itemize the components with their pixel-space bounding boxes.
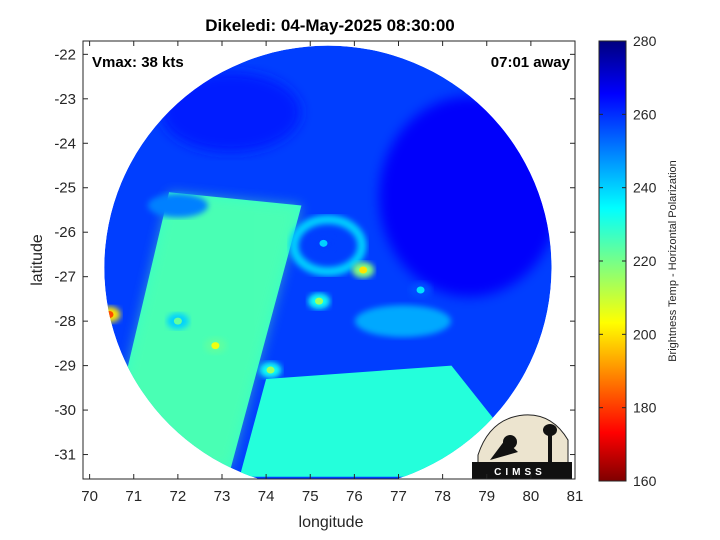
colorbar-tick-label: 200 xyxy=(633,326,657,342)
colorbar-tick-label: 160 xyxy=(633,473,657,489)
x-axis-label: longitude xyxy=(299,514,364,531)
hotspot-core xyxy=(211,342,220,350)
vmax-label: Vmax: 38 kts xyxy=(92,54,184,71)
x-tick-label: 73 xyxy=(214,488,231,505)
colorbar-tick-label: 280 xyxy=(633,33,657,49)
y-tick-label: -27 xyxy=(54,269,76,286)
plot-area xyxy=(83,41,575,479)
cimss-logo: CIMSS xyxy=(472,414,572,480)
y-tick-label: -31 xyxy=(54,447,76,464)
x-tick-label: 81 xyxy=(567,488,584,505)
colorbar-tick-label: 180 xyxy=(633,400,657,416)
colorbar-tick-label: 220 xyxy=(633,253,657,269)
plot-frame xyxy=(82,40,576,480)
hotspot-core xyxy=(416,286,425,294)
x-tick-label: 77 xyxy=(390,488,407,505)
colorbar-label: Brightness Temp - Horizontal Polarizatio… xyxy=(667,160,679,362)
y-tick-label: -23 xyxy=(54,91,76,108)
colorbar-tick-label: 260 xyxy=(633,106,657,122)
chart-title: Dikeledi: 04-May-2025 08:30:00 xyxy=(205,16,454,35)
x-tick-label: 74 xyxy=(258,488,275,505)
y-tick-label: -22 xyxy=(54,46,76,63)
y-tick-label: -24 xyxy=(54,135,76,152)
y-axis-label: latitude xyxy=(29,234,46,286)
colorbar-tick-label: 240 xyxy=(633,180,657,196)
hotspot-core xyxy=(319,239,328,247)
colorbar-ramp xyxy=(598,40,627,482)
x-tick-label: 72 xyxy=(170,488,187,505)
time-away-label: 07:01 away xyxy=(491,54,571,71)
y-tick-label: -30 xyxy=(54,402,76,419)
x-tick-label: 75 xyxy=(302,488,319,505)
x-tick-label: 78 xyxy=(434,488,451,505)
swath-image xyxy=(104,45,552,479)
x-tick-label: 70 xyxy=(81,488,98,505)
y-tick-label: -26 xyxy=(54,224,76,241)
colorbar-ticks: 160 180 200 220 240 260 280 xyxy=(599,33,657,489)
x-tick-label: 79 xyxy=(478,488,495,505)
hotspot-core xyxy=(266,366,275,374)
x-tick-label: 76 xyxy=(346,488,363,505)
hotspot-core xyxy=(173,317,182,325)
x-axis-ticks: 70 71 72 73 74 75 76 77 78 79 80 81 xyxy=(81,41,583,505)
logo-text: CIMSS xyxy=(494,467,546,478)
hotspot-core xyxy=(359,266,368,274)
y-axis-ticks: -22 -23 -24 -25 -26 -27 -28 -29 -30 -31 xyxy=(54,46,575,464)
y-tick-label: -29 xyxy=(54,358,76,375)
colorbar: 160 180 200 220 240 260 280 Brightness Temp - … xyxy=(598,33,679,489)
x-tick-label: 71 xyxy=(125,488,142,505)
y-tick-label: -28 xyxy=(54,313,76,330)
y-tick-label: -25 xyxy=(54,180,76,197)
x-tick-label: 80 xyxy=(523,488,540,505)
hotspot-core xyxy=(315,297,324,305)
